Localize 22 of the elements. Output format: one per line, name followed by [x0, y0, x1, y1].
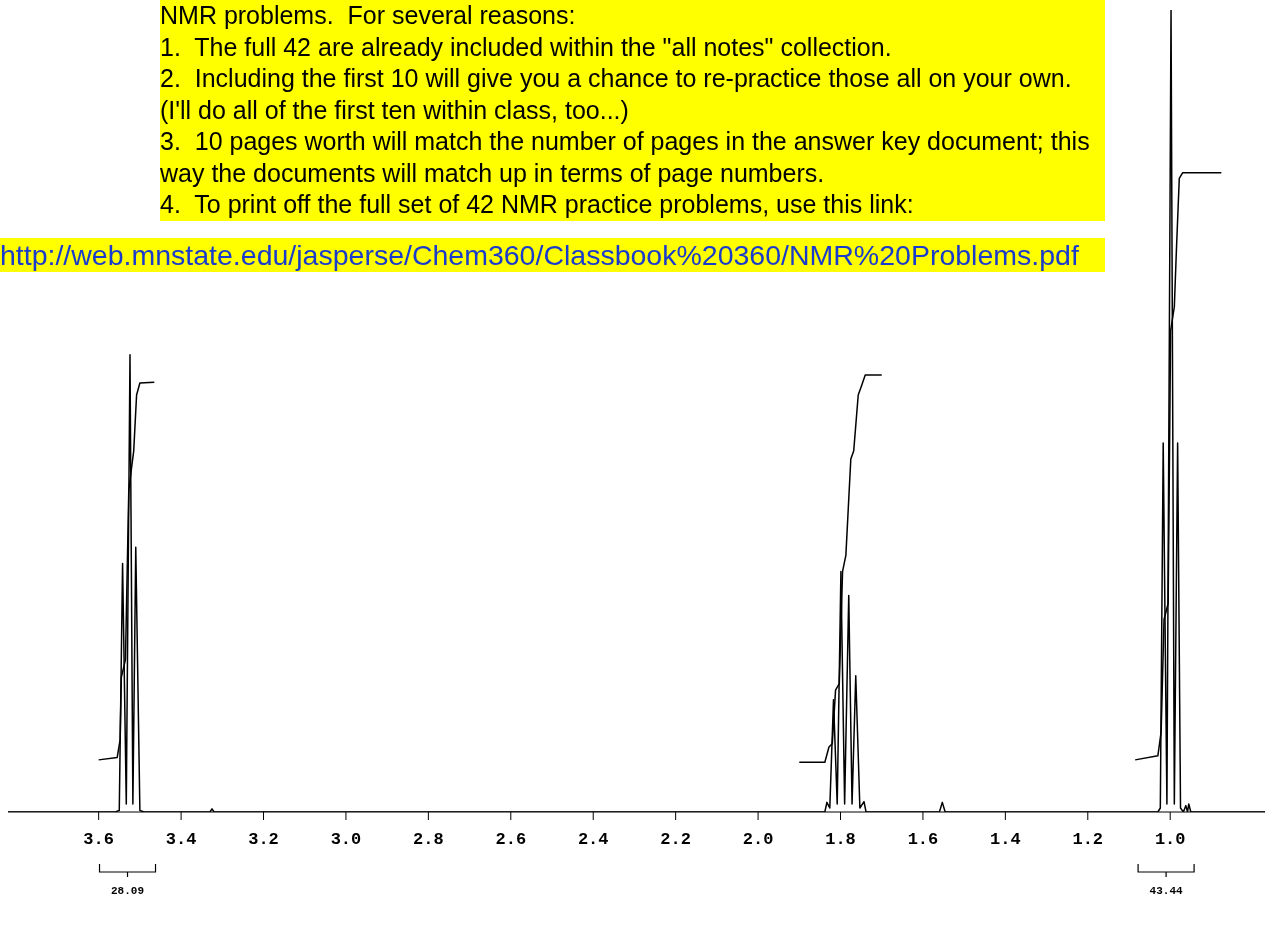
x-tick-label: 2.4: [577, 830, 609, 850]
x-tick-label: 2.8: [413, 830, 444, 850]
x-tick-label: 1.0: [1154, 830, 1186, 850]
x-tick-label: 2.6: [495, 830, 527, 850]
x-tick-label: 1.2: [1072, 830, 1104, 850]
highlighted-note: 1. The full 42 are already included within the "all notes" collection.: [160, 31, 1105, 63]
x-tick-label: 2.2: [660, 830, 691, 850]
x-tick-label: 3.0: [330, 830, 362, 850]
x-tick-label: 3.6: [83, 830, 114, 850]
annotation: 28.09: [111, 885, 145, 897]
x-tick-label: 1.8: [825, 830, 856, 850]
annotation: 43.44: [1149, 885, 1183, 897]
highlighted-note: http://web.mnstate.edu/jasperse/Chem360/Classbook%20360/NMR%20Problems.pdf: [0, 238, 1105, 272]
highlighted-note: 2. Including the first 10 will give you a chance to re-practice those all on your own. (I'll do all of the first ten within class, too...): [160, 63, 1105, 126]
x-tick-label: 2.0: [742, 830, 774, 850]
highlighted-note: 3. 10 pages worth will match the number of pages in the answer key document; this way the documents will match up in terms of page numbers.: [160, 126, 1105, 189]
x-tick-label: 3.4: [165, 830, 197, 850]
highlighted-note: NMR problems. For several reasons:: [160, 0, 1105, 32]
x-tick-label: 1.6: [907, 830, 939, 850]
x-tick-label: 3.2: [248, 830, 279, 850]
x-tick-label: 1.4: [990, 830, 1021, 850]
highlighted-note: 4. To print off the full set of 42 NMR practice problems, use this link:: [160, 189, 1105, 221]
